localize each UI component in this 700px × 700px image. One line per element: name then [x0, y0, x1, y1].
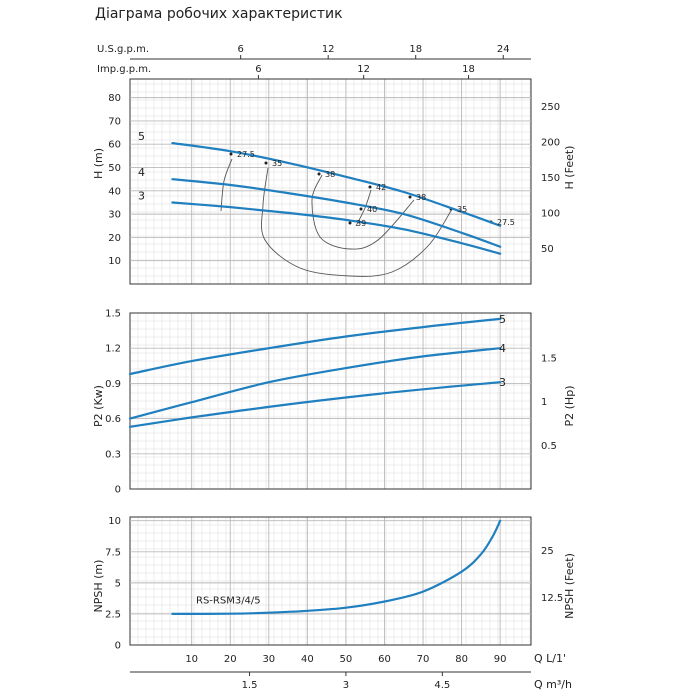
efficiency-point [348, 221, 352, 225]
efficiency-label: 40 [367, 205, 377, 214]
efficiency-point [229, 152, 233, 156]
p2-hp-axis-title: P2 (Hp) [563, 386, 576, 427]
efficiency-point [368, 185, 372, 189]
h-m-tick-label: 20 [108, 233, 121, 244]
grid-layer [129, 55, 532, 676]
x-lpm-tick-label: 50 [340, 654, 353, 665]
h-feet-tick-label: 50 [541, 244, 554, 255]
top-axis-tick-label: 6 [237, 44, 243, 55]
panel-frame [129, 312, 532, 490]
npsh-m-tick-label: 5 [115, 578, 121, 589]
head-curve-4 [171, 178, 502, 248]
power-curve-4 [128, 347, 502, 420]
x-m3h-tick-label: 1.5 [242, 680, 258, 691]
p2-kw-tick-label: 0 [115, 485, 121, 496]
x-lpm-tick-label: 10 [185, 654, 198, 665]
efficiency-label: 39 [356, 219, 366, 228]
panel-frame [129, 516, 532, 646]
npsh-feet-axis-title: NPSH (Feet) [563, 553, 576, 619]
efficiency-point [264, 161, 268, 165]
npsh-m-tick-label: 0 [115, 641, 121, 652]
p2-kw-tick-label: 0.3 [105, 449, 121, 460]
head-series-label: 4 [138, 166, 145, 179]
x-lpm-axis-title: Q L/1' [534, 652, 566, 665]
p2-hp-tick-label: 0.5 [541, 441, 557, 452]
p2-kw-tick-label: 1.5 [105, 309, 121, 320]
h-feet-tick-label: 250 [541, 102, 560, 113]
p2-kw-axis-title: P2 (Kw) [92, 385, 105, 427]
efficiency-label: 42 [376, 183, 386, 192]
npsh-feet-tick-label: 12.5 [541, 593, 563, 604]
top-axis-title: Imp.g.p.m. [97, 64, 151, 75]
top-axis-tick-label: 24 [497, 44, 510, 55]
h-m-tick-label: 50 [108, 163, 121, 174]
h-m-tick-label: 70 [108, 116, 121, 127]
x-m3h-tick-label: 4.5 [434, 680, 450, 691]
top-axis-tick-label: 18 [462, 64, 475, 75]
p2-kw-tick-label: 0.6 [105, 414, 121, 425]
x-lpm-tick-label: 20 [224, 654, 237, 665]
npsh-m-tick-label: 2.5 [105, 609, 121, 620]
model-annotation: RS-RSM3/4/5 [196, 596, 261, 607]
top-axis-tick-label: 18 [409, 44, 422, 55]
x-lpm-tick-label: 90 [494, 654, 507, 665]
h-m-tick-label: 80 [108, 93, 121, 104]
power-series-label: 3 [499, 376, 506, 389]
power-curve-3 [128, 381, 502, 428]
x-lpm-tick-label: 40 [301, 654, 314, 665]
p2-hp-tick-label: 1.5 [541, 353, 557, 364]
efficiency-label: 38 [325, 170, 335, 179]
top-axis-tick-label: 6 [255, 64, 261, 75]
power-curve-5 [128, 317, 502, 376]
efficiency-iso-curve [220, 158, 233, 212]
h-feet-tick-label: 150 [541, 173, 560, 184]
p2-hp-tick-label: 1 [541, 397, 547, 408]
x-m3h-tick-label: 3 [343, 680, 349, 691]
h-m-tick-label: 10 [108, 256, 121, 267]
x-lpm-tick-label: 30 [262, 654, 275, 665]
npsh-feet-tick-label: 25 [541, 546, 554, 557]
npsh-m-tick-label: 7.5 [105, 547, 121, 558]
power-series-label: 5 [499, 313, 506, 326]
h-m-axis-title: H (m) [92, 148, 105, 179]
head-curve-3 [171, 201, 502, 255]
npsh-m-tick-label: 10 [108, 516, 121, 527]
head-curve-5 [171, 142, 502, 227]
h-feet-tick-label: 200 [541, 137, 560, 148]
efficiency-point [408, 195, 412, 199]
head-series-label: 3 [138, 189, 145, 202]
x-lpm-tick-label: 60 [378, 654, 391, 665]
efficiency-label: 27.5 [497, 218, 515, 227]
h-m-tick-label: 30 [108, 210, 121, 221]
efficiency-point [317, 172, 321, 176]
efficiency-point [359, 207, 363, 211]
efficiency-label: 27.5 [237, 150, 255, 159]
efficiency-label: 35 [272, 159, 282, 168]
efficiency-iso-curve [261, 167, 453, 277]
curve-layer [128, 142, 502, 615]
top-axis-tick-label: 12 [357, 64, 370, 75]
x-lpm-tick-label: 70 [417, 654, 430, 665]
npsh-m-axis-title: NPSH (m) [92, 560, 105, 613]
efficiency-label: 38 [416, 193, 426, 202]
h-feet-tick-label: 100 [541, 208, 560, 219]
page-title: Діаграма робочих характеристик [95, 6, 343, 22]
top-axis-tick-label: 12 [322, 44, 335, 55]
p2-kw-tick-label: 0.9 [105, 379, 121, 390]
top-axis-title: U.S.g.p.m. [97, 44, 149, 55]
h-m-tick-label: 40 [108, 186, 121, 197]
x-lpm-tick-label: 80 [455, 654, 468, 665]
p2-kw-tick-label: 1.2 [105, 344, 121, 355]
efficiency-label: 35 [457, 205, 467, 214]
power-series-label: 4 [499, 342, 506, 355]
npsh-curve [171, 519, 502, 615]
h-m-tick-label: 60 [108, 140, 121, 151]
x-m3h-axis-title: Q m³/h [534, 678, 572, 691]
head-series-label: 5 [138, 130, 145, 143]
h-feet-axis-title: H (Feet) [563, 146, 576, 190]
